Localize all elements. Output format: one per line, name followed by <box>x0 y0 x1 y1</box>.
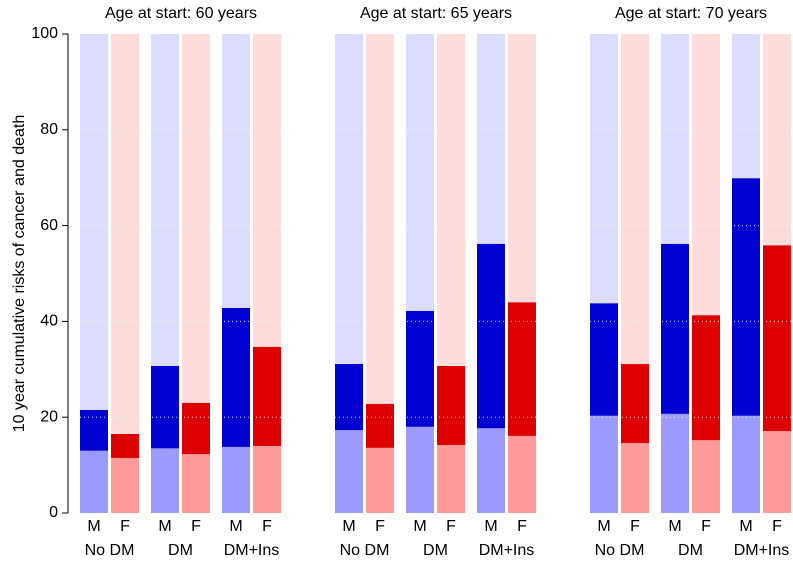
group-label: DM <box>168 542 193 559</box>
bar-segment <box>692 440 720 513</box>
bar-segment <box>182 34 210 403</box>
bar-segment <box>406 310 434 427</box>
bar-segment <box>763 245 791 432</box>
bar-segment <box>80 450 108 513</box>
y-tick-label: 40 <box>40 313 58 330</box>
x-tick-label: M <box>229 518 242 535</box>
bar-segment <box>151 448 179 513</box>
x-tick-label: F <box>701 518 711 535</box>
bar-segment <box>477 428 505 513</box>
bar-segment <box>335 364 363 431</box>
x-tick-label: M <box>342 518 355 535</box>
x-tick-label: M <box>597 518 610 535</box>
x-tick-label: F <box>630 518 640 535</box>
x-tick-label: M <box>158 518 171 535</box>
bar-segment <box>732 34 760 179</box>
x-tick-label: F <box>262 518 272 535</box>
x-tick-label: F <box>446 518 456 535</box>
y-tick-label: 80 <box>40 121 58 138</box>
bar-segment <box>508 302 536 436</box>
bar-segment <box>222 34 250 308</box>
panel-title: Age at start: 70 years <box>615 5 767 22</box>
y-tick-label: 60 <box>40 217 58 234</box>
bar-segment <box>621 34 649 365</box>
group-label: DM+Ins <box>224 542 280 559</box>
bar-segment <box>437 365 465 445</box>
bar-segment <box>692 34 720 316</box>
bar-segment <box>661 243 689 414</box>
bar-segment <box>406 426 434 513</box>
x-tick-label: M <box>413 518 426 535</box>
bar-segment <box>763 34 791 246</box>
bar-segment <box>406 34 434 311</box>
bar-segment <box>508 34 536 303</box>
group-label: DM <box>678 542 703 559</box>
y-tick-label: 100 <box>31 25 58 42</box>
x-tick-label: F <box>517 518 527 535</box>
bar-segment <box>477 34 505 244</box>
bar-segment <box>590 303 618 416</box>
bar-segment <box>182 454 210 513</box>
group-label: No DM <box>595 542 645 559</box>
bar-segment <box>80 410 108 451</box>
x-tick-label: M <box>668 518 681 535</box>
bar-segment <box>151 34 179 366</box>
group-label: No DM <box>85 542 135 559</box>
bar-segment <box>732 415 760 513</box>
group-label: No DM <box>340 542 390 559</box>
bar-segment <box>335 430 363 513</box>
bar-segment <box>661 34 689 244</box>
bar-segment <box>222 446 250 513</box>
y-tick-label: 0 <box>49 504 58 521</box>
bar-segment <box>692 315 720 441</box>
bar-segment <box>222 307 250 447</box>
group-label: DM <box>423 542 448 559</box>
bar-segment <box>661 413 689 513</box>
group-label: DM+Ins <box>734 542 790 559</box>
x-tick-label: M <box>739 518 752 535</box>
y-tick-label: 20 <box>40 408 58 425</box>
bar-segment <box>732 178 760 416</box>
x-tick-label: M <box>484 518 497 535</box>
bar-segment <box>253 445 281 513</box>
panel-title: Age at start: 65 years <box>360 5 512 22</box>
bar-segment <box>111 457 139 513</box>
x-tick-label: F <box>375 518 385 535</box>
y-axis-label: 10 year cumulative risks of cancer and d… <box>11 115 28 433</box>
x-tick-label: F <box>191 518 201 535</box>
bar-segment <box>621 443 649 513</box>
x-tick-label: F <box>120 518 130 535</box>
bar-segment <box>111 433 139 458</box>
panel-title: Age at start: 60 years <box>105 5 257 22</box>
bar-segment <box>621 364 649 444</box>
group-label: DM+Ins <box>479 542 535 559</box>
bar-segment <box>590 34 618 304</box>
bar-segment <box>366 447 394 513</box>
bar-segment <box>253 34 281 347</box>
bar-segment <box>763 431 791 513</box>
bar-segment <box>477 243 505 429</box>
bar-segment <box>437 34 465 366</box>
x-tick-label: M <box>87 518 100 535</box>
bar-segment <box>151 365 179 449</box>
bar-segment <box>335 34 363 365</box>
bar-segment <box>366 34 394 404</box>
bar-segment <box>437 444 465 513</box>
x-tick-label: F <box>772 518 782 535</box>
bar-segment <box>590 415 618 513</box>
bar-segment <box>80 34 108 411</box>
bar-segment <box>253 346 281 446</box>
bar-segment <box>366 403 394 448</box>
bar-segment <box>508 435 536 513</box>
bar-segment <box>111 34 139 434</box>
bar-segment <box>182 402 210 455</box>
